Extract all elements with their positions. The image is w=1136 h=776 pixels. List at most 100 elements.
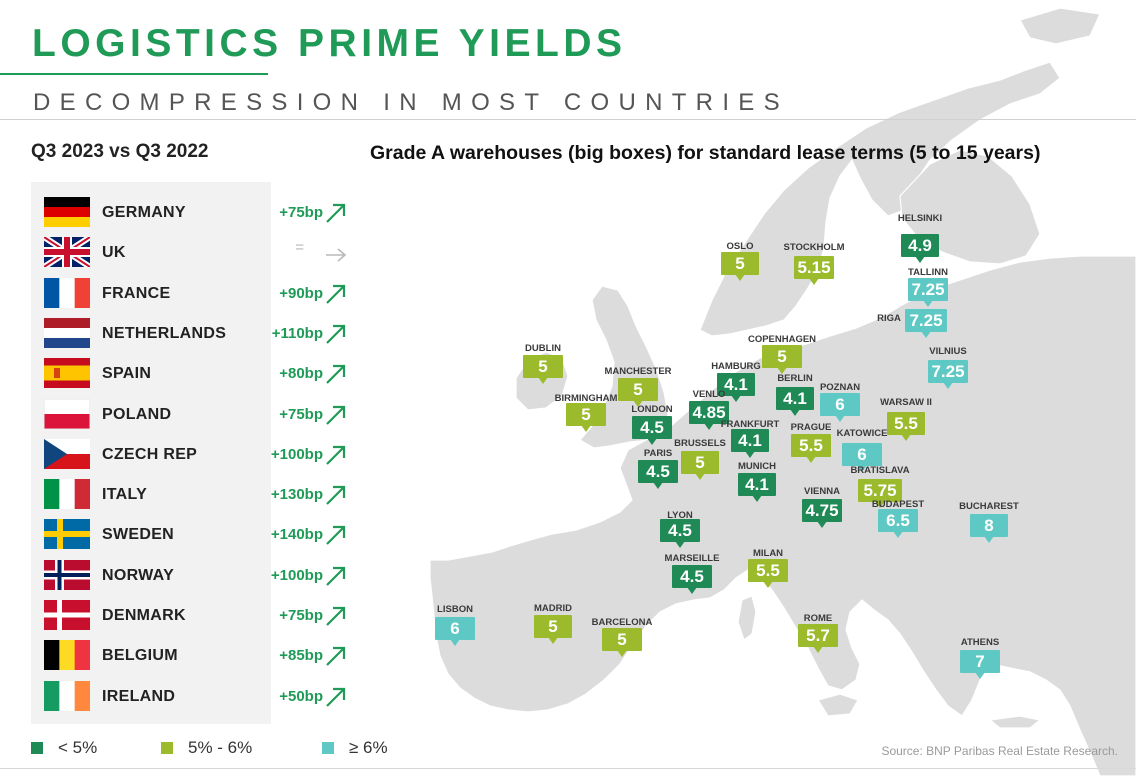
yield-value: 5.5 bbox=[799, 436, 823, 455]
yield-bubble-brussels: 5 bbox=[681, 451, 719, 480]
yield-value: 8 bbox=[984, 516, 994, 535]
belgium-flag-icon bbox=[44, 640, 90, 671]
bubble-pointer bbox=[915, 256, 925, 263]
yield-value: 6 bbox=[835, 395, 845, 414]
city-label-helsinki: HELSINKI bbox=[897, 213, 943, 224]
yield-value: 5 bbox=[617, 630, 627, 649]
bubble-pointer bbox=[752, 495, 762, 502]
city-label-dublin: DUBLIN bbox=[525, 343, 561, 354]
city-label-bucharest: BUCHAREST bbox=[959, 501, 1019, 512]
yield-bubble-dublin: 5 bbox=[523, 355, 563, 384]
bubble-pointer bbox=[731, 395, 741, 402]
city-label-barcelona: BARCELONA bbox=[591, 617, 653, 628]
yield-value: 5 bbox=[777, 347, 787, 366]
country-name: POLAND bbox=[102, 405, 172, 423]
bubble-pointer bbox=[763, 581, 773, 588]
yield-bubble-frankfurt: 4.1 bbox=[731, 429, 769, 458]
denmark-flag-icon bbox=[44, 600, 90, 630]
yield-value: 5.7 bbox=[806, 626, 830, 645]
period-label: Q3 2023 vs Q3 2022 bbox=[31, 141, 209, 162]
yield-value: 5 bbox=[581, 405, 591, 424]
arrow-right-icon bbox=[324, 241, 348, 265]
city-label-budapest: BUDAPEST bbox=[871, 499, 925, 510]
yield-bubble-copenhagen: 5 bbox=[762, 345, 802, 374]
legend-label: ≥ 6% bbox=[349, 738, 388, 757]
yield-value: 4.5 bbox=[646, 462, 670, 481]
ireland-flag-icon bbox=[44, 680, 90, 711]
germany-flag-icon bbox=[44, 197, 90, 227]
change-column bbox=[271, 182, 366, 724]
bubble-pointer bbox=[745, 451, 755, 458]
yield-value: 5.5 bbox=[756, 561, 780, 580]
yield-bubble-munich: 4.1 bbox=[738, 473, 776, 502]
country-name: GERMANY bbox=[102, 204, 186, 221]
map-scandinavia bbox=[699, 61, 1061, 337]
yield-value: 5 bbox=[538, 357, 548, 376]
bubble-pointer bbox=[975, 672, 985, 679]
yield-value: 4.1 bbox=[745, 475, 769, 494]
bubble-pointer bbox=[695, 473, 705, 480]
bubble-pointer bbox=[893, 531, 903, 538]
city-label-bratislava: BRATISLAVA bbox=[850, 465, 910, 476]
yield-value: 6 bbox=[450, 619, 460, 638]
city-label-prague: PRAGUE bbox=[790, 422, 832, 433]
yield-value: 4.1 bbox=[783, 389, 807, 408]
arrow-up-right-icon bbox=[324, 604, 348, 628]
city-label-athens: ATHENS bbox=[960, 637, 1000, 648]
bubble-pointer bbox=[790, 409, 800, 416]
yield-bubble-tallinn: 7.25 bbox=[908, 278, 948, 307]
country-row: NORWAY +100bp bbox=[31, 556, 366, 596]
city-label-hamburg: HAMBURG bbox=[711, 361, 761, 372]
arrow-up-right-icon bbox=[324, 201, 348, 225]
city-label-copenhagen: COPENHAGEN bbox=[747, 334, 817, 345]
yield-value: 5.15 bbox=[797, 258, 831, 277]
yield-value: 4.5 bbox=[680, 567, 704, 586]
city-label-birmingham: BIRMINGHAM bbox=[554, 393, 618, 404]
yield-change: +140bp bbox=[270, 526, 323, 544]
yield-value: 7.25 bbox=[931, 362, 965, 381]
yield-value: 6.5 bbox=[886, 511, 910, 530]
yield-value: 5 bbox=[735, 254, 745, 273]
yield-bubble-oslo: 5 bbox=[721, 252, 759, 281]
yield-value: 7.25 bbox=[909, 311, 943, 330]
yield-value: 4.5 bbox=[668, 521, 692, 540]
yield-change: +50bp bbox=[279, 687, 323, 705]
country-row: NETHERLANDS +110bp bbox=[31, 314, 366, 354]
city-label-katowice: KATOWICE bbox=[836, 428, 888, 439]
city-label-tallinn: TALLINN bbox=[908, 267, 948, 278]
yield-value: 7.25 bbox=[911, 280, 945, 299]
yield-value: 5 bbox=[695, 453, 705, 472]
yield-bubble-berlin: 4.1 bbox=[776, 387, 814, 416]
yield-bubble-athens: 7 bbox=[960, 650, 1000, 679]
france-flag-icon bbox=[44, 277, 90, 308]
yield-change: +110bp bbox=[271, 324, 323, 342]
yield-change: +75bp bbox=[279, 405, 323, 423]
country-name: FRANCE bbox=[102, 284, 171, 302]
bubble-pointer bbox=[923, 300, 933, 307]
city-label-munich: MUNICH bbox=[738, 461, 776, 472]
yield-bubble-london: 4.5 bbox=[632, 416, 672, 445]
yield-bubble-birmingham: 5 bbox=[566, 403, 606, 432]
yield-bubble-venlo: 4.85 bbox=[689, 401, 729, 430]
city-label-london: LONDON bbox=[631, 404, 673, 415]
yield-bubble-warsaw-ii: 5.5 bbox=[887, 412, 925, 441]
norway-flag-icon bbox=[44, 559, 90, 590]
yield-bubble-marseille: 4.5 bbox=[672, 565, 712, 594]
city-label-rome: ROME bbox=[803, 613, 833, 624]
netherlands-flag-icon bbox=[44, 317, 90, 348]
yield-change: = bbox=[295, 239, 304, 257]
bubble-pointer bbox=[581, 425, 591, 432]
yield-bubble-barcelona: 5 bbox=[602, 628, 642, 657]
bubble-pointer bbox=[875, 501, 885, 508]
bubble-pointer bbox=[653, 482, 663, 489]
bubble-pointer bbox=[548, 637, 558, 644]
page-title: LOGISTICS PRIME YIELDS bbox=[32, 22, 627, 65]
legend-label: 5% - 6% bbox=[188, 738, 253, 757]
country-row: SPAIN +80bp bbox=[31, 354, 366, 394]
bubble-pointer bbox=[617, 650, 627, 657]
yield-change: +130bp bbox=[270, 486, 323, 504]
city-label-riga: RIGA bbox=[877, 313, 901, 324]
yield-change: +90bp bbox=[279, 284, 323, 302]
yield-bubble-lisbon: 6 bbox=[435, 617, 475, 646]
country-yield-table: GERMANY +75bp UK = FRANCE +90bp NETHERLANDS +1… bbox=[31, 182, 366, 724]
